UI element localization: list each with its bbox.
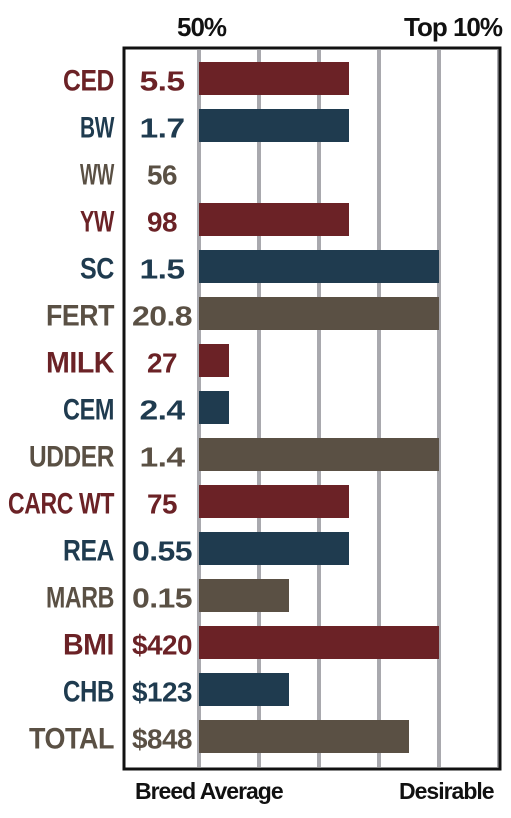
- footer-right-label: Desirable: [399, 778, 495, 804]
- category-label: YW: [80, 206, 115, 239]
- value-label: 1.5: [140, 254, 185, 285]
- bar: [199, 532, 349, 565]
- value-label: 20.8: [132, 301, 192, 332]
- value-label: 0.15: [132, 583, 192, 614]
- category-label: SC: [80, 253, 114, 286]
- value-label: 27: [147, 348, 177, 379]
- bar: [199, 579, 289, 612]
- category-label: CEM: [63, 394, 114, 427]
- value-label: 1.4: [140, 442, 186, 473]
- header-left-label: 50%: [177, 12, 227, 42]
- bar: [199, 626, 439, 659]
- value-label: $848: [132, 724, 192, 755]
- bar: [199, 250, 439, 283]
- category-label: BMI: [63, 629, 114, 662]
- category-label: UDDER: [29, 441, 115, 474]
- category-label: MARB: [46, 582, 114, 615]
- header-right-label: Top 10%: [404, 12, 503, 42]
- bar: [199, 344, 229, 377]
- category-label: MILK: [46, 347, 115, 380]
- value-label: 2.4: [140, 395, 186, 426]
- category-label: BW: [80, 112, 115, 145]
- bar: [199, 438, 439, 471]
- category-label: WW: [80, 159, 115, 192]
- bar: [199, 203, 349, 236]
- category-label: REA: [63, 535, 114, 568]
- chart-frame: [122, 46, 502, 771]
- value-label: $123: [132, 677, 192, 708]
- category-label: TOTAL: [29, 723, 114, 756]
- bar: [199, 109, 349, 142]
- category-label: CHB: [63, 676, 114, 709]
- bar: [199, 485, 349, 518]
- value-label: 5.5: [140, 66, 185, 97]
- bar: [199, 62, 349, 95]
- bar: [199, 673, 289, 706]
- bar: [199, 720, 409, 753]
- value-label: 56: [147, 160, 177, 191]
- footer-left-label: Breed Average: [135, 778, 284, 804]
- value-label: 75: [147, 489, 177, 520]
- value-label: $420: [132, 630, 192, 661]
- category-label: CED: [63, 65, 114, 98]
- value-label: 1.7: [140, 113, 185, 144]
- value-label: 0.55: [132, 536, 192, 567]
- bar: [199, 391, 229, 424]
- value-label: 98: [147, 207, 177, 238]
- category-label: CARC WT: [8, 488, 114, 521]
- bar: [199, 297, 439, 330]
- category-label: FERT: [46, 300, 114, 333]
